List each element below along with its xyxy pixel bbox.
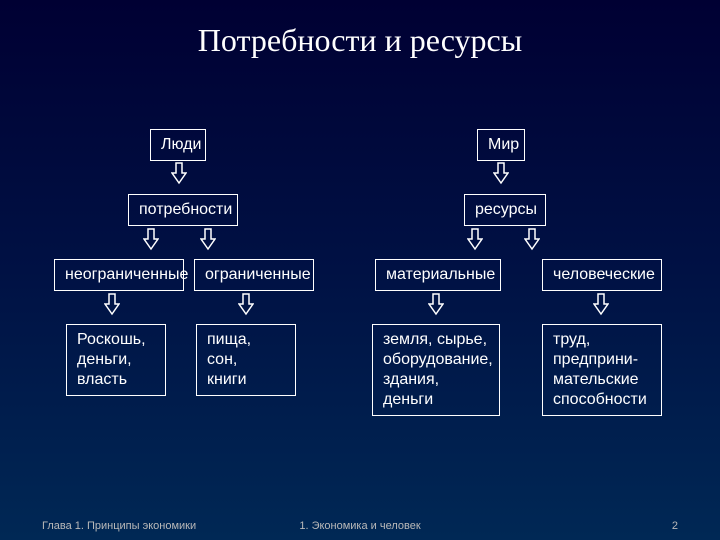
node-n-material: материальные <box>375 259 501 291</box>
arrow-down-icon <box>238 292 254 316</box>
arrow-down-icon <box>493 161 509 185</box>
arrow-down-icon <box>428 292 444 316</box>
node-n-unlimited: неограниченные <box>54 259 184 291</box>
arrow-down-icon <box>593 292 609 316</box>
node-n-world: Мир <box>477 129 525 161</box>
node-n-limited: ограниченные <box>194 259 314 291</box>
node-n-earth: земля, сырье,оборудование,здания, деньги <box>372 324 500 416</box>
diagram-stage: Люди потребности неограниченные ограниченны… <box>0 59 720 479</box>
arrow-down-icon <box>467 227 483 251</box>
footer-section: 1. Экономика и человек <box>0 520 720 532</box>
node-n-labour: труд,предприни-мательскиеспособности <box>542 324 662 416</box>
arrow-down-icon <box>143 227 159 251</box>
arrow-down-icon <box>171 161 187 185</box>
node-n-needs: потребности <box>128 194 238 226</box>
node-n-human: человеческие <box>542 259 662 291</box>
page-title: Потребности и ресурсы <box>0 0 720 59</box>
node-n-food: пища, сон,книги <box>196 324 296 396</box>
node-n-people: Люди <box>150 129 206 161</box>
arrow-down-icon <box>200 227 216 251</box>
arrow-down-icon <box>104 292 120 316</box>
arrow-down-icon <box>524 227 540 251</box>
node-n-resources: ресурсы <box>464 194 546 226</box>
footer-page-number: 2 <box>672 520 678 532</box>
node-n-luxury: Роскошь,деньги,власть <box>66 324 166 396</box>
